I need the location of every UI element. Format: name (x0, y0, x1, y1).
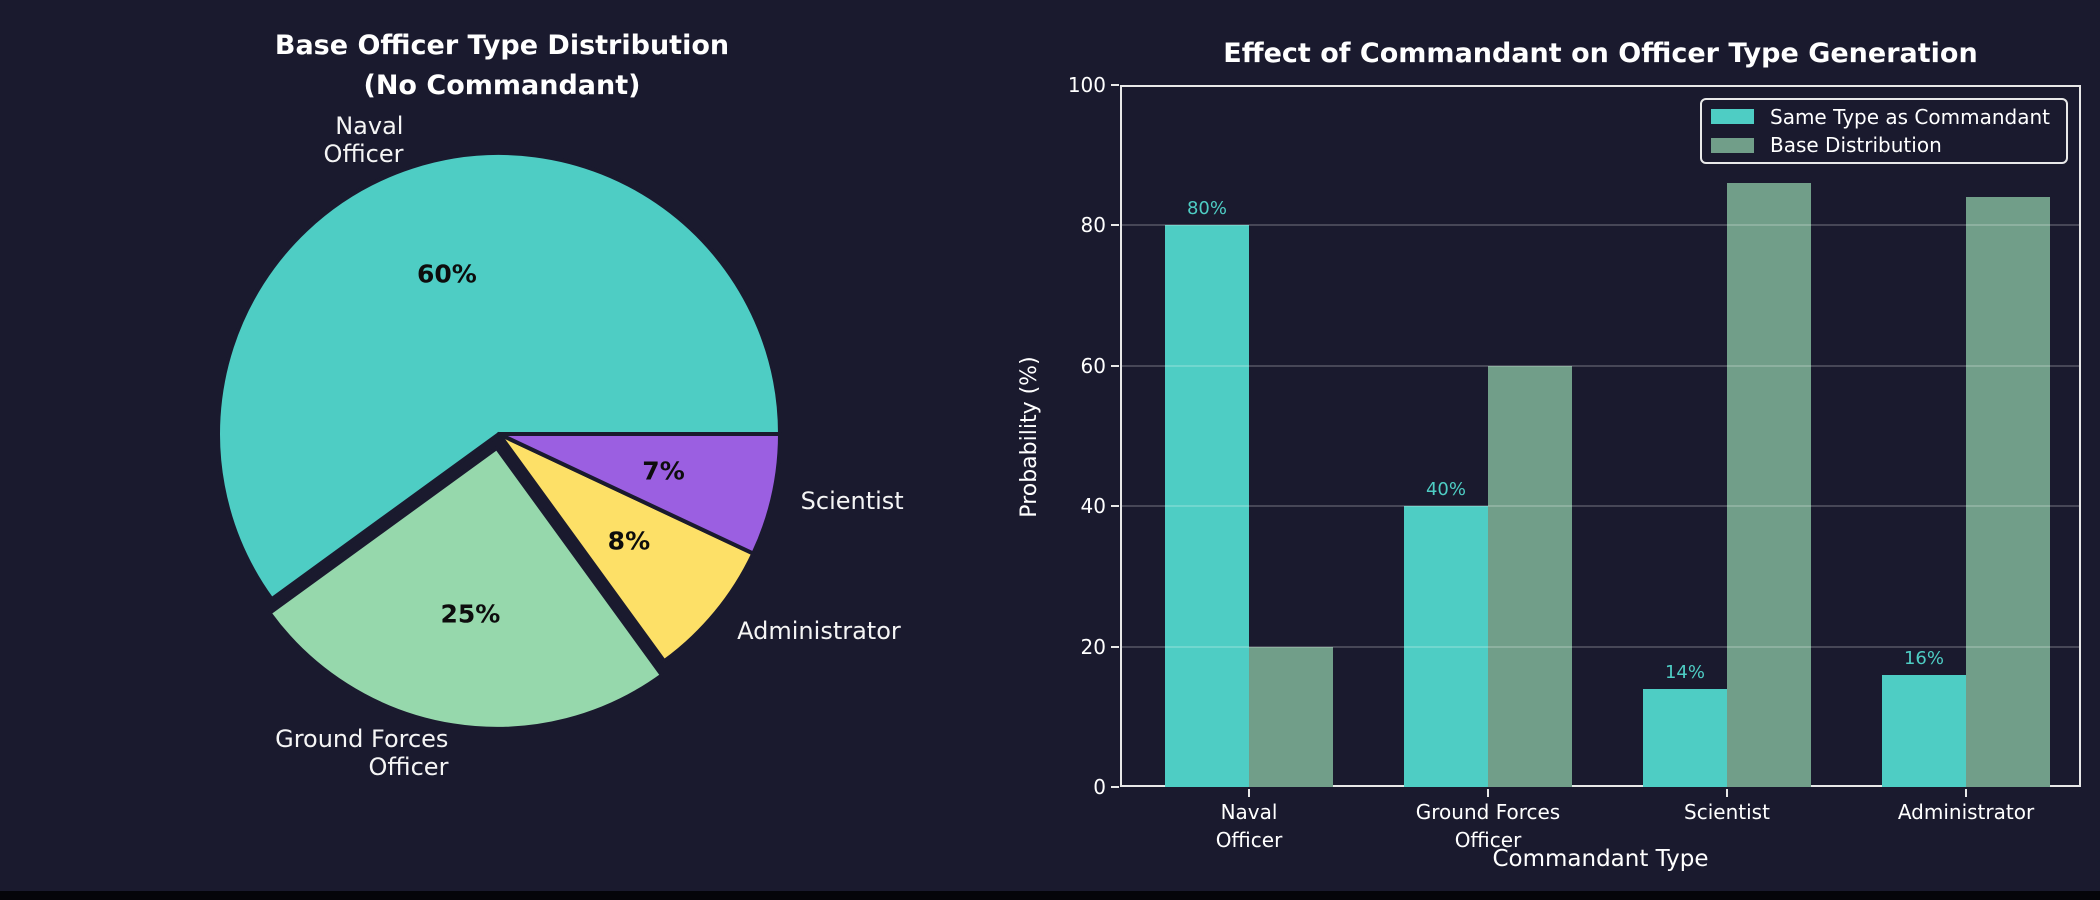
y-axis-label: Probability (%) (1017, 356, 1042, 518)
bar-value-label-ground-forces-officer: 40% (1425, 479, 1466, 501)
x-tick-label-line: Officer (1454, 828, 1522, 852)
bottom-edge-bar (0, 891, 2100, 900)
x-tick-label-scientist: Scientist (1617, 798, 1837, 826)
x-tick-mark (1248, 789, 1250, 797)
pie-title: Base Officer Type Distribution (No Comma… (102, 26, 902, 106)
bar-chart-title: Effect of Commandant on Officer Type Gen… (1223, 38, 1978, 69)
pie-slice-label-line: Officer (323, 140, 404, 169)
pie-title-line1: Base Officer Type Distribution (274, 30, 730, 61)
pie-percent-label-administrator: 8% (607, 526, 651, 556)
pie-slice-naval-officer (216, 151, 782, 602)
y-tick-label-100: 100 (1067, 73, 1106, 97)
y-tick-label-60: 60 (1080, 353, 1106, 378)
y-tick-label-0: 0 (1093, 775, 1106, 799)
y-tick-label-80: 80 (1080, 213, 1106, 238)
pie-title-line2: (No Commandant) (363, 70, 641, 101)
pie-slice-label-line: Officer (368, 753, 449, 782)
legend: Same Type as Commandant Base Distributio… (1700, 98, 2068, 164)
gridline-60 (1122, 364, 2079, 367)
pie-slice-label-ground-forces-officer: Ground Forces Officer (275, 725, 448, 781)
y-tick-mark (1111, 84, 1119, 86)
bar-base-distribution-naval-officer (1249, 646, 1333, 787)
gridline-20 (1122, 645, 2079, 648)
pie-slice-label-line: Naval (335, 112, 404, 141)
pie-chart (216, 151, 782, 731)
bar-base-distribution-scientist (1727, 183, 1811, 787)
x-tick-label-administrator: Administrator (1856, 798, 2076, 826)
bar-same-type-as-commandant-scientist (1643, 688, 1727, 787)
legend-entry-same-type: Same Type as Commandant (1711, 105, 2066, 129)
bar-same-type-as-commandant-administrator (1882, 674, 1966, 787)
bar-value-label-naval-officer: 80% (1186, 198, 1227, 220)
x-tick-mark (1726, 789, 1728, 797)
pie-slice-label-line: Ground Forces (275, 725, 449, 754)
y-tick-mark (1111, 364, 1119, 367)
x-tick-mark (1487, 789, 1489, 797)
y-tick-mark (1111, 645, 1119, 648)
x-tick-label-line: Administrator (1897, 800, 2035, 824)
bar-value-label-administrator: 16% (1903, 647, 1944, 669)
x-tick-label-line: Scientist (1684, 800, 1770, 824)
legend-swatch-base-distribution (1711, 137, 1754, 153)
x-tick-label-ground-forces-officer: Ground Forces Officer (1378, 798, 1598, 854)
y-tick-label-40: 40 (1080, 494, 1106, 519)
pie-slice-label-line: Administrator (737, 617, 901, 646)
x-tick-mark (1965, 789, 1967, 797)
bar-base-distribution-ground-forces-officer (1488, 365, 1572, 787)
legend-entry-base-distribution: Base Distribution (1711, 133, 2066, 157)
pie-percent-label-scientist: 7% (642, 456, 685, 486)
x-axis-label: Commandant Type (1492, 846, 1709, 872)
y-tick-mark (1111, 786, 1119, 788)
pie-slice-ground-forces-officer (267, 445, 664, 731)
pie-percent-label-naval-officer: 60% (416, 259, 477, 289)
pie-slice-label-administrator: Administrator (737, 617, 901, 645)
legend-label-same-type: Same Type as Commandant (1770, 104, 2050, 129)
y-tick-mark (1111, 224, 1119, 227)
y-tick-mark (1111, 505, 1119, 508)
y-tick-label-20: 20 (1080, 634, 1106, 659)
plot-area (1120, 85, 2081, 787)
pie-slice-label-line: Scientist (800, 487, 904, 516)
pie-slice-administrator (497, 432, 756, 664)
gridline-40 (1122, 505, 2079, 508)
bar-value-label-scientist: 14% (1664, 661, 1705, 683)
x-tick-label-naval-officer: Naval Officer (1139, 798, 1359, 854)
bar-same-type-as-commandant-naval-officer (1165, 225, 1249, 787)
legend-swatch-same-type (1711, 109, 1754, 125)
x-tick-label-line: Ground Forces (1415, 800, 1561, 824)
pie-percent-label-ground-forces-officer: 25% (440, 599, 501, 629)
bar-same-type-as-commandant-ground-forces-officer (1404, 506, 1488, 787)
x-tick-label-line: Naval (1220, 800, 1278, 824)
bar-base-distribution-administrator (1966, 197, 2050, 787)
legend-label-base-distribution: Base Distribution (1770, 133, 1942, 158)
pie-slice-label-naval-officer: Naval Officer (324, 112, 404, 168)
x-tick-label-line: Officer (1215, 828, 1283, 852)
pie-slice-scientist (497, 432, 782, 556)
gridline-80 (1122, 224, 2079, 227)
pie-slice-label-scientist: Scientist (801, 487, 904, 515)
